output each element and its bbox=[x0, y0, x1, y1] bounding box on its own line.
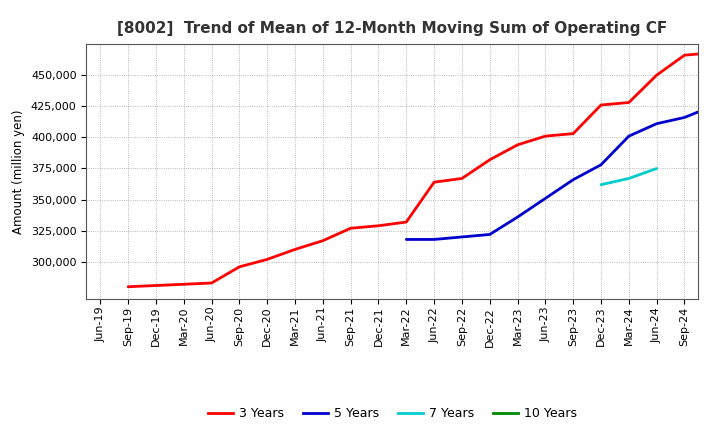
Title: [8002]  Trend of Mean of 12-Month Moving Sum of Operating CF: [8002] Trend of Mean of 12-Month Moving … bbox=[117, 21, 667, 36]
Y-axis label: Amount (million yen): Amount (million yen) bbox=[12, 110, 25, 234]
Legend: 3 Years, 5 Years, 7 Years, 10 Years: 3 Years, 5 Years, 7 Years, 10 Years bbox=[202, 403, 582, 425]
